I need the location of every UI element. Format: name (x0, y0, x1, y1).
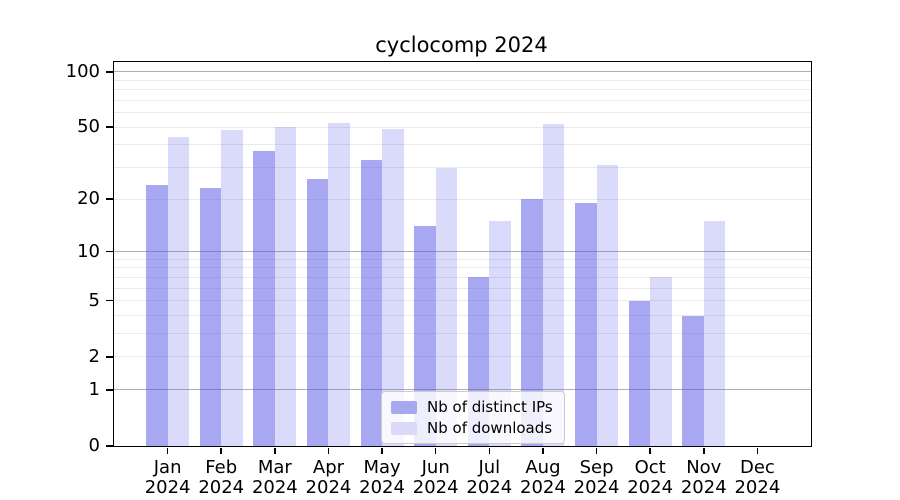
y-tick-mark (106, 126, 113, 128)
major-gridline (114, 251, 811, 253)
minor-gridline (114, 333, 811, 335)
x-tick-mark (220, 447, 222, 454)
legend-label-downloads: Nb of downloads (427, 419, 553, 437)
legend-entry-distinct-ips: Nb of distinct IPs (391, 399, 553, 415)
major-gridline (114, 389, 811, 391)
plot-area: 0 1 2 5 10 20 50 100 Jan 2024 Feb 2024 Mar 2024 Ap… (66, 61, 812, 498)
x-tick-label: Apr 2024 (305, 457, 352, 498)
x-tick-mark (434, 447, 437, 454)
x-tick-mark (756, 447, 759, 454)
bar-distinct-ips (199, 188, 222, 446)
x-tick-label: Dec 2024 (734, 457, 781, 498)
minor-gridline (114, 356, 811, 358)
y-tick-mark (106, 299, 113, 302)
bar-distinct-ips (575, 203, 597, 446)
chart-title: cyclocomp 2024 (375, 33, 548, 57)
major-gridline (114, 71, 811, 73)
bar-downloads (435, 167, 458, 446)
x-tick-mark (488, 447, 491, 454)
bar-downloads (167, 137, 190, 446)
y-tick-label: 100 (65, 60, 100, 82)
bar-distinct-ips (146, 185, 168, 446)
bar-downloads (489, 221, 511, 446)
y-tick-mark (106, 389, 113, 391)
x-tick-mark (595, 447, 598, 454)
bar-distinct-ips (360, 160, 383, 446)
bar-downloads (328, 122, 350, 446)
bar-distinct-ips (682, 315, 704, 446)
y-tick-label: 10 (77, 240, 100, 262)
minor-gridline (114, 315, 811, 316)
minor-gridline (114, 267, 811, 269)
bar-downloads (542, 124, 565, 446)
minor-gridline (114, 300, 811, 302)
x-tick-label: Mar 2024 (251, 457, 298, 498)
y-tick-mark (106, 356, 113, 358)
bar-distinct-ips (253, 151, 275, 446)
legend-swatch-distinct-ips (391, 400, 417, 414)
x-tick-mark (703, 447, 705, 454)
x-tick-mark (542, 447, 544, 454)
bar-downloads (274, 127, 297, 446)
legend-entry-downloads: Nb of downloads (391, 420, 553, 436)
y-tick-label: 2 (88, 345, 100, 367)
y-tick-mark (106, 250, 113, 253)
minor-gridline (114, 144, 811, 146)
bar-downloads (382, 128, 404, 446)
x-tick-label: Jan 2024 (144, 457, 191, 498)
y-tick-label: 20 (77, 188, 100, 210)
minor-gridline (114, 79, 811, 81)
bar-downloads (596, 165, 619, 446)
minor-gridline (114, 99, 811, 101)
y-tick-mark (106, 445, 113, 447)
legend-label-distinct-ips: Nb of distinct IPs (427, 398, 553, 416)
minor-gridline (114, 258, 811, 260)
bar-downloads (703, 221, 726, 446)
x-tick-label: Feb 2024 (198, 457, 245, 498)
x-tick-mark (327, 447, 330, 454)
y-tick-mark (106, 71, 113, 73)
minor-gridline (114, 198, 811, 200)
x-tick-label: Oct 2024 (627, 457, 674, 498)
x-tick-mark (649, 447, 651, 454)
minor-gridline (114, 112, 811, 114)
x-tick-mark (381, 447, 383, 454)
minor-gridline (114, 126, 811, 128)
y-tick-label: 5 (88, 289, 100, 311)
x-tick-label: May 2024 (359, 457, 405, 498)
legend-swatch-downloads (391, 421, 417, 435)
y-tick-mark (106, 198, 113, 200)
x-tick-label: Jul 2024 (466, 457, 513, 498)
bar-distinct-ips (628, 300, 651, 446)
x-tick-label: Aug 2024 (520, 457, 566, 498)
x-tick-mark (166, 447, 169, 454)
minor-gridline (114, 287, 811, 289)
x-tick-label: Jun 2024 (412, 457, 459, 498)
bar-distinct-ips (306, 178, 329, 446)
x-tick-label: Nov 2024 (680, 457, 727, 498)
x-tick-mark (274, 447, 276, 454)
minor-gridline (114, 167, 811, 169)
bar-downloads (650, 277, 672, 446)
x-tick-label: Sep 2024 (573, 457, 620, 498)
y-tick-label: 50 (77, 116, 100, 138)
y-tick-label: 0 (88, 435, 100, 456)
bar-downloads (221, 130, 243, 446)
minor-gridline (114, 276, 811, 278)
minor-gridline (114, 89, 811, 91)
legend: Nb of distinct IPs Nb of downloads (381, 391, 565, 444)
bar-distinct-ips (521, 199, 543, 446)
y-tick-label: 1 (88, 378, 100, 400)
